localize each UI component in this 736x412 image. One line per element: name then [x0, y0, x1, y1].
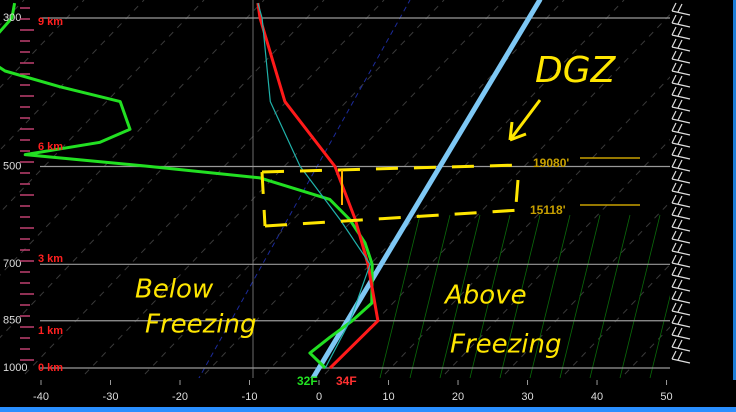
wind-barb	[671, 146, 691, 160]
isotherm-guide	[200, 0, 565, 378]
wind-barb	[671, 86, 691, 100]
x-tick-label: 40	[591, 391, 603, 403]
mixing-guide	[529, 214, 571, 378]
guide	[198, 0, 411, 378]
wind-barb	[671, 170, 691, 184]
height-label: 9 km	[38, 16, 63, 28]
wind-barb	[671, 62, 691, 76]
mixing-guide	[439, 214, 481, 378]
handwritten-note: Freezing	[145, 310, 257, 340]
handwritten-note: Below	[135, 275, 214, 305]
isotherm-guide	[320, 13, 670, 378]
wind-barb	[671, 98, 691, 112]
isotherm-guide	[380, 76, 670, 378]
wind-barb	[671, 302, 691, 316]
wind-barb	[671, 266, 691, 280]
dgz-label: 15118'	[530, 203, 566, 217]
right-bar	[733, 0, 736, 380]
y-tick-label: 850	[3, 315, 21, 327]
bottom-bar	[0, 407, 736, 412]
height-label: 0 km	[38, 362, 63, 374]
x-tick-label: 10	[382, 391, 394, 403]
isotherm-guide	[0, 0, 325, 339]
handwritten-note: DGZ	[535, 50, 617, 91]
wind-barb	[671, 134, 691, 148]
mixing-guide	[409, 214, 451, 378]
x-tick-label: 50	[660, 391, 672, 403]
y-tick-label: 500	[3, 160, 21, 172]
mixing-guide	[469, 214, 511, 378]
plot-area	[0, 0, 543, 378]
mixing-guide	[379, 214, 421, 378]
wind-barb	[671, 50, 691, 64]
handwritten-note: Above	[443, 281, 527, 311]
dgz-label: 19080'	[533, 156, 569, 170]
isotherm-guide	[440, 138, 670, 378]
height-label: 6 km	[38, 141, 63, 153]
y-tick-label: 1000	[3, 362, 27, 374]
wind-barb	[671, 350, 691, 364]
isotherm-guide	[0, 0, 205, 214]
wind-barb	[671, 290, 691, 304]
wind-barb	[671, 230, 691, 244]
wind-barb	[671, 26, 691, 40]
profile-line	[256, 2, 380, 370]
mixing-guide	[559, 214, 601, 378]
dgz-box	[260, 163, 521, 228]
surface-label: 34F	[336, 374, 357, 388]
wind-barb	[671, 194, 691, 208]
wind-barb	[671, 206, 691, 220]
wind-barb	[671, 338, 691, 352]
wind-barb	[671, 2, 691, 16]
x-tick-label: -40	[33, 391, 49, 403]
wind-barb	[671, 218, 691, 232]
profile-line	[257, 2, 371, 369]
wind-barb	[671, 110, 691, 124]
height-label: 1 km	[38, 325, 63, 337]
x-tick-label: 0	[316, 391, 322, 403]
handwritten-note: Freezing	[450, 330, 562, 360]
wind-barb	[671, 314, 691, 328]
isotherm-guide	[20, 0, 385, 378]
x-tick-label: 20	[452, 391, 464, 403]
mixing-guide	[649, 294, 670, 378]
x-tick-label: -30	[103, 391, 119, 403]
dgz-arrow	[508, 99, 542, 142]
isotherm-guide	[140, 0, 505, 378]
wind-barb	[671, 182, 691, 196]
isotherm-guide	[260, 0, 625, 378]
height-label: 3 km	[38, 253, 63, 265]
mixing-guide	[619, 214, 661, 378]
y-tick-label: 700	[3, 258, 21, 270]
x-tick-label: -10	[242, 391, 258, 403]
freezing-isotherm	[310, 0, 543, 378]
wind-barb	[671, 38, 691, 52]
y-tick-label: 300	[3, 12, 21, 24]
isotherm-guide	[80, 0, 445, 378]
wind-barb	[671, 74, 691, 88]
x-tick-label: -20	[172, 391, 188, 403]
wind-barbs	[671, 2, 691, 364]
wind-barb	[671, 242, 691, 256]
mixing-guide	[499, 214, 541, 378]
wind-barb	[671, 278, 691, 292]
wind-barb	[671, 158, 691, 172]
x-tick-label: 30	[521, 391, 533, 403]
wind-barb	[671, 254, 691, 268]
surface-label: 32F	[297, 374, 318, 388]
wind-barb	[671, 122, 691, 136]
isotherm-guide	[0, 0, 265, 276]
mixing-guide	[589, 214, 631, 378]
dewpoint-line	[0, 2, 374, 370]
wind-barb	[671, 14, 691, 28]
wind-barb	[671, 326, 691, 340]
